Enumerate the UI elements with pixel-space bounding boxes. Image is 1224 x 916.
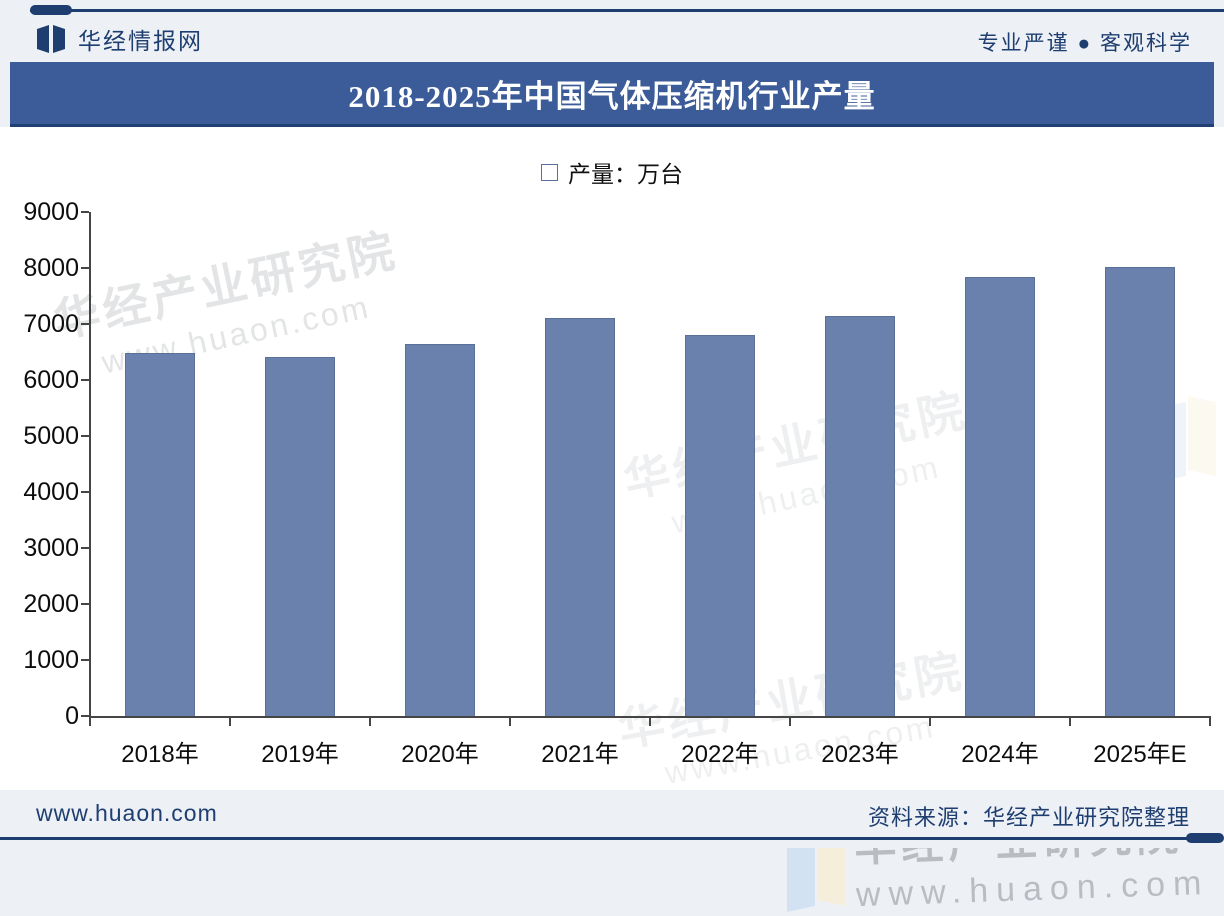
- y-axis-tick: [81, 379, 89, 381]
- y-axis-label: 8000: [23, 254, 79, 282]
- bar-2020年: [405, 343, 475, 716]
- y-axis-label: 4000: [23, 478, 79, 506]
- legend-label: 产量：万台: [568, 161, 683, 187]
- x-axis-label: 2023年: [821, 741, 899, 768]
- y-axis-tick: [81, 603, 89, 605]
- bottom-divider-pill: [1186, 833, 1224, 843]
- y-axis-line: [89, 212, 91, 718]
- x-axis-label: 2025年E: [1093, 741, 1187, 768]
- y-axis-tick: [81, 267, 89, 269]
- bar-2019年: [265, 357, 335, 716]
- x-axis-tick: [229, 718, 231, 726]
- bar-2024年: [965, 276, 1035, 716]
- x-axis-tick: [1069, 718, 1071, 726]
- x-axis-tick: [649, 718, 651, 726]
- top-divider-line: [30, 9, 1224, 12]
- x-axis-label: 2018年: [121, 741, 199, 768]
- top-divider-pill: [30, 5, 72, 15]
- bar-2025年E: [1105, 266, 1175, 716]
- bar-2022年: [685, 335, 755, 716]
- x-axis-tick: [929, 718, 931, 726]
- chart-title: 2018-2025年中国气体压缩机行业产量: [348, 78, 876, 114]
- y-axis-label: 2000: [23, 590, 79, 618]
- bar-2023年: [825, 315, 895, 716]
- y-axis-tick: [81, 715, 89, 717]
- x-axis-tick: [789, 718, 791, 726]
- y-axis-tick: [81, 659, 89, 661]
- y-axis-label: 6000: [23, 366, 79, 394]
- x-axis-tick: [369, 718, 371, 726]
- y-axis-label: 3000: [23, 534, 79, 562]
- brand: 华经情报网: [36, 24, 203, 54]
- y-axis-label: 9000: [23, 198, 79, 226]
- chart-panel: 华经产业研究院 www.huaon.com 华经产业研究院 www.huaon.…: [0, 127, 1224, 914]
- huajing-open-book-logo-icon: [36, 25, 66, 53]
- header-tagline: 专业严谨 ● 客观科学: [977, 32, 1192, 55]
- footer-data-source: 资料来源：华经产业研究院整理: [867, 805, 1190, 830]
- x-axis-tick: [1209, 718, 1211, 726]
- x-axis-label: 2020年: [401, 741, 479, 768]
- y-axis-tick: [81, 547, 89, 549]
- y-axis-tick: [81, 491, 89, 493]
- x-axis-label: 2021年: [541, 741, 619, 768]
- x-axis-label: 2019年: [261, 741, 339, 768]
- legend: 产量：万台: [0, 155, 1224, 189]
- y-axis-tick: [81, 211, 89, 213]
- bottom-divider-line: [0, 837, 1192, 840]
- y-axis-label: 5000: [23, 422, 79, 450]
- brand-name: 华经情报网: [78, 28, 203, 54]
- title-bar: 2018-2025年中国气体压缩机行业产量: [10, 62, 1214, 127]
- x-axis-label: 2024年: [961, 741, 1039, 768]
- x-axis-tick: [509, 718, 511, 726]
- y-axis-label: 1000: [23, 646, 79, 674]
- legend-marker: [541, 163, 558, 181]
- y-axis-tick: [81, 323, 89, 325]
- x-axis-tick: [89, 718, 91, 726]
- y-axis-label: 7000: [23, 310, 79, 338]
- footer-site-url: www.huaon.com: [36, 800, 218, 826]
- bar-2018年: [125, 353, 195, 716]
- y-axis-tick: [81, 435, 89, 437]
- x-axis-label: 2022年: [681, 741, 759, 768]
- x-axis-line: [89, 716, 1211, 718]
- y-axis-label: 0: [65, 702, 79, 730]
- bar-2021年: [545, 318, 615, 716]
- plot-area: 9000 8000 7000 6000 5000 4000 3000 2000 1000 0 201…: [0, 127, 1224, 790]
